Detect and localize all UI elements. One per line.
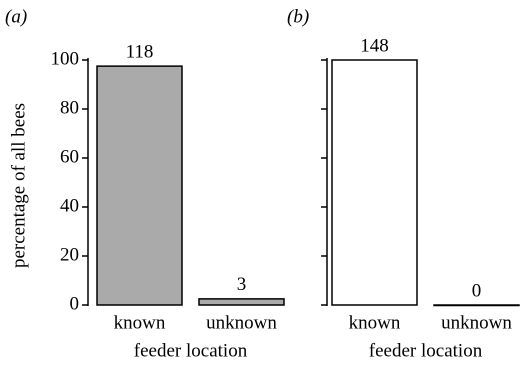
y-tick-label: 0 <box>70 293 80 314</box>
bar <box>433 304 520 307</box>
x-axis-label: feeder location <box>369 340 483 361</box>
bar <box>198 298 285 306</box>
panel-label: (a) <box>5 6 27 27</box>
x-tick-label: unknown <box>206 312 277 333</box>
x-tick-label: known <box>114 312 166 333</box>
bar <box>331 59 418 306</box>
y-tick-label: 100 <box>51 48 80 69</box>
y-tick-label: 80 <box>60 97 79 118</box>
y-tick-label: 40 <box>60 195 79 216</box>
y-axis-label: percentage of all bees <box>8 103 29 268</box>
y-tick-label: 20 <box>60 244 79 265</box>
x-axis-label: feeder location <box>134 340 248 361</box>
count-label: 148 <box>360 35 389 56</box>
count-label: 118 <box>126 41 154 62</box>
count-label: 3 <box>237 274 247 295</box>
bar <box>96 65 183 306</box>
y-tick-label: 60 <box>60 146 79 167</box>
x-tick-label: unknown <box>441 312 512 333</box>
count-label: 0 <box>472 280 482 301</box>
x-tick-label: known <box>349 312 401 333</box>
panel-label: (b) <box>287 6 309 27</box>
